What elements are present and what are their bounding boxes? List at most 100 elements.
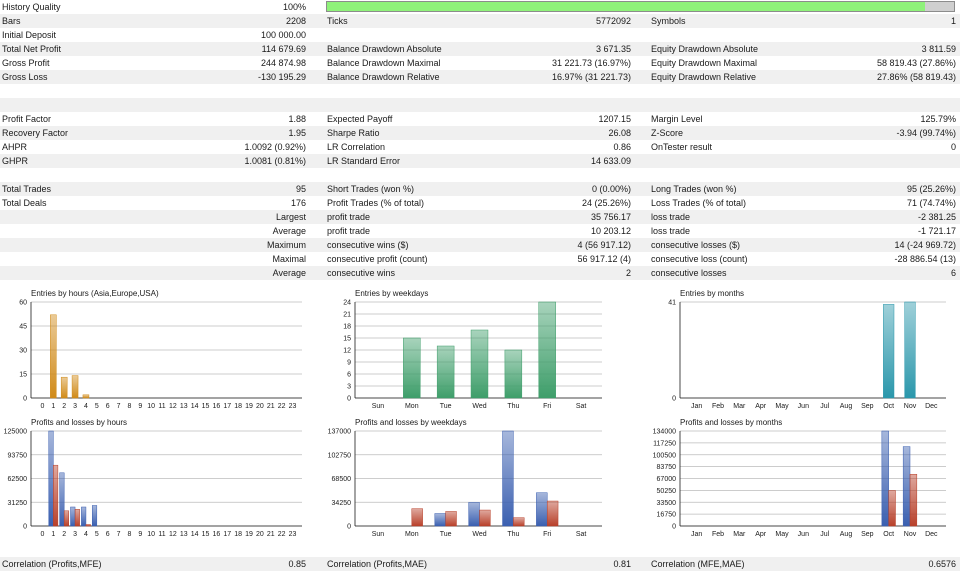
chart-title: Profits and losses by hours <box>31 418 127 427</box>
stat-label: profit trade <box>327 212 371 222</box>
loss-bar <box>888 490 896 527</box>
stat-label: Expected Payoff <box>327 114 393 124</box>
x-tick-label: Mon <box>405 403 419 410</box>
x-tick-label: Nov <box>904 403 917 410</box>
x-tick-label: Jul <box>820 531 829 538</box>
stat-label: History Quality <box>2 2 61 12</box>
stat-label: Z-Score <box>651 128 684 138</box>
y-tick-label: 24 <box>343 300 351 307</box>
x-tick-label: 16 <box>213 403 221 410</box>
stat-label: Initial Deposit <box>2 30 57 40</box>
stats-row: Recovery Factor 1.95 Sharpe Ratio 26.08 Z-Sc… <box>0 126 960 140</box>
stat-label: consecutive wins <box>327 268 396 278</box>
chart-title: Profits and losses by months <box>680 418 782 427</box>
profit-bar <box>502 430 514 527</box>
stat-label: consecutive losses ($) <box>651 240 741 250</box>
stat-label: Profit Trades (% of total) <box>327 198 425 208</box>
y-tick-label: 0 <box>23 524 27 531</box>
x-tick-label: Aug <box>840 531 853 538</box>
x-tick-label: Thu <box>507 531 519 538</box>
x-tick-label: Mar <box>733 403 746 410</box>
stat-value: 31 221.73 (16.97%) <box>551 58 631 68</box>
loss-bar <box>909 473 918 527</box>
loss-bar <box>411 508 423 527</box>
y-tick-label: 0 <box>347 524 351 531</box>
stat-label: Short Trades (won %) <box>327 184 415 194</box>
x-tick-label: Apr <box>755 531 767 538</box>
history-quality-fill <box>327 2 925 11</box>
x-tick-label: 2 <box>62 531 66 538</box>
stat-value: 3 671.35 <box>595 44 631 54</box>
x-tick-label: 22 <box>278 531 286 538</box>
x-tick-label: Wed <box>472 403 486 410</box>
stat-label: Long Trades (won %) <box>651 184 737 194</box>
stat-value: 0.86 <box>613 142 631 152</box>
stats-row-history-quality: History Quality 100% <box>0 0 960 14</box>
x-tick-label: 1 <box>51 403 55 410</box>
stat-label: OnTester result <box>651 142 713 152</box>
stat-value: 10 203.12 <box>590 226 631 236</box>
stat-value: 1.0081 (0.81%) <box>244 156 306 166</box>
stat-value: 1.0092 (0.92%) <box>244 142 306 152</box>
bar <box>50 314 57 399</box>
x-tick-label: 17 <box>223 531 231 538</box>
x-tick-label: Oct <box>883 403 894 410</box>
loss-bar <box>63 510 70 527</box>
bar <box>60 376 68 399</box>
x-tick-label: 2 <box>62 403 66 410</box>
stat-label: Total Deals <box>2 198 47 208</box>
loss-bar <box>85 524 91 527</box>
bar <box>82 394 90 399</box>
x-tick-label: May <box>775 403 789 410</box>
x-tick-label: 14 <box>191 403 199 410</box>
stat-value: 95 (25.26%) <box>906 184 956 194</box>
profit-bar <box>881 430 889 527</box>
x-tick-label: 11 <box>158 403 165 410</box>
x-tick-label: 9 <box>138 531 142 538</box>
x-tick-label: May <box>775 531 789 538</box>
profit-bar <box>468 502 480 527</box>
chart-title: Profits and losses by weekdays <box>355 418 467 427</box>
x-tick-label: 22 <box>278 403 286 410</box>
stats-row: Initial Deposit 100 000.00 <box>0 28 960 42</box>
x-tick-label: Tue <box>440 531 452 538</box>
x-tick-label: 23 <box>289 403 297 410</box>
stat-label: Maximal <box>272 254 306 264</box>
y-tick-label: 117250 <box>653 440 676 447</box>
stat-value: 125.79% <box>920 114 956 124</box>
stat-label: consecutive profit (count) <box>327 254 428 264</box>
y-tick-label: 16750 <box>657 512 677 519</box>
chart-panel-3: Profits and losses by hours0312506250093… <box>4 418 302 538</box>
stats-row: Bars 2208 Ticks 5772092 Symbols 1 <box>0 14 960 28</box>
stat-label: Ticks <box>327 16 348 26</box>
x-tick-label: 12 <box>169 531 177 538</box>
x-tick-label: Jun <box>798 403 809 410</box>
stat-label: Sharpe Ratio <box>327 128 380 138</box>
y-tick-label: 15 <box>343 336 351 343</box>
x-tick-label: 5 <box>95 531 99 538</box>
stats-row: Maximal consecutive profit (count) 56 917.… <box>0 252 960 266</box>
charts-area: Entries by hours (Asia,Europe,USA)015304… <box>4 289 946 538</box>
chart-panel-5: Profits and losses by months 0 16750 33500 5… <box>653 418 946 538</box>
x-tick-label: Fri <box>543 531 552 538</box>
x-tick-label: 17 <box>223 403 231 410</box>
stat-value: 1 <box>950 16 956 26</box>
stats-row-correlation: Correlation (Profits,MFE) 0.85 Correlation… <box>0 557 960 571</box>
stat-value: 26.08 <box>608 128 631 138</box>
loss-bar <box>53 464 59 527</box>
chart-panel-4: Profits and losses by weekdays 0 34250 6850… <box>328 418 602 538</box>
x-tick-label: 13 <box>180 531 188 538</box>
x-tick-label: Sun <box>372 403 385 410</box>
stat-label: loss trade <box>651 226 691 236</box>
chart-panel-0: Entries by hours (Asia,Europe,USA)015304… <box>19 289 302 410</box>
stats-row: Profit Factor 1.88 Expected Payoff 1207.15 M… <box>0 112 960 126</box>
stat-value: 14 (-24 969.72) <box>894 240 956 250</box>
stat-value: -3.94 (99.74%) <box>896 128 956 138</box>
stat-label: Equity Drawdown Maximal <box>651 58 758 68</box>
x-tick-label: 21 <box>267 403 275 410</box>
bar <box>71 375 79 399</box>
stat-value: 1.95 <box>288 128 306 138</box>
x-tick-label: Sep <box>861 403 874 410</box>
x-tick-label: 6 <box>106 531 110 538</box>
y-tick-label: 83750 <box>657 464 677 471</box>
